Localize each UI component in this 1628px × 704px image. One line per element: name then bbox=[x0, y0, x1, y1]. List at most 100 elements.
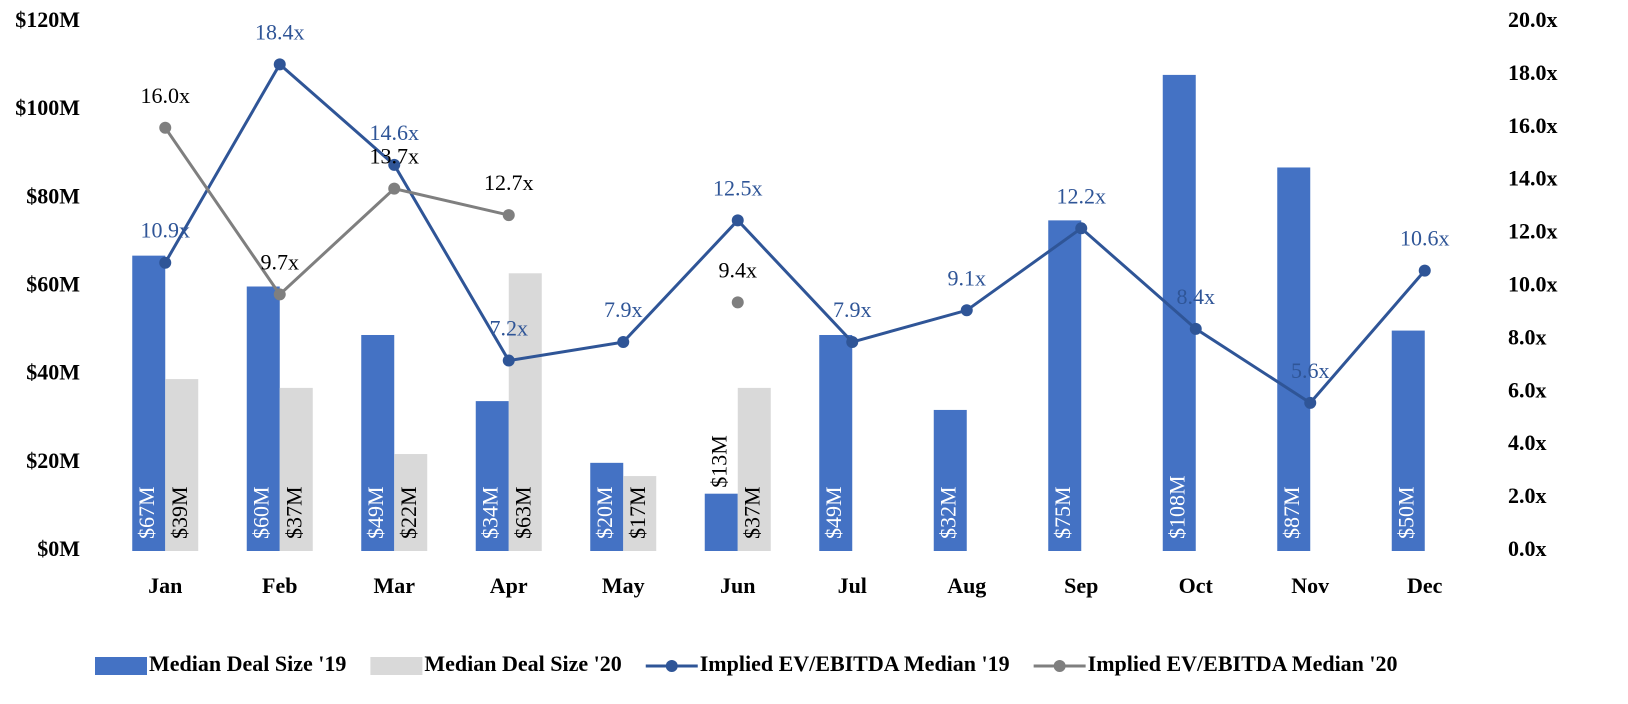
x-tick-label: Jan bbox=[148, 573, 182, 598]
y2-tick-label: 8.0x bbox=[1508, 324, 1547, 349]
y2-tick-label: 18.0x bbox=[1508, 60, 1558, 85]
bar-value-label: $22M bbox=[396, 486, 421, 539]
x-tick-label: Sep bbox=[1064, 573, 1098, 598]
bar-value-label: $63M bbox=[510, 486, 535, 539]
line bbox=[163, 61, 1426, 405]
bar bbox=[132, 255, 166, 551]
y2-tick-label: 16.0x bbox=[1508, 113, 1558, 138]
line-marker bbox=[273, 58, 286, 71]
bar-value-label: $87M bbox=[1279, 486, 1304, 539]
y2-tick-label: 14.0x bbox=[1508, 166, 1558, 191]
line-marker bbox=[1075, 222, 1088, 235]
line-marker bbox=[502, 209, 515, 222]
bar-value-label: $39M bbox=[167, 486, 192, 539]
line-value-label: 14.6x bbox=[370, 120, 420, 145]
bar bbox=[1277, 167, 1311, 551]
line-marker bbox=[846, 336, 859, 349]
line-value-label: 5.6x bbox=[1291, 358, 1330, 383]
line-value-label: 10.6x bbox=[1400, 226, 1450, 251]
y-tick-label: $40M bbox=[26, 360, 80, 385]
line-marker bbox=[731, 214, 744, 227]
x-tick-label: Oct bbox=[1179, 573, 1214, 598]
line-value-label: 7.9x bbox=[833, 297, 872, 322]
bar-value-label: $17M bbox=[625, 486, 650, 539]
y-tick-label: $100M bbox=[15, 95, 80, 120]
bar bbox=[1048, 220, 1082, 551]
bar-value-label: $37M bbox=[281, 486, 306, 539]
bar bbox=[704, 493, 738, 551]
legend-marker bbox=[665, 660, 678, 672]
x-tick-label: Jun bbox=[720, 573, 755, 598]
bar bbox=[737, 387, 771, 551]
line-marker bbox=[159, 256, 172, 269]
bar-value-label: $60M bbox=[248, 486, 273, 539]
y2-tick-label: 6.0x bbox=[1508, 377, 1547, 402]
bar bbox=[246, 286, 280, 551]
legend-swatch bbox=[95, 657, 147, 675]
line-marker bbox=[159, 121, 172, 134]
x-tick-label: Jul bbox=[838, 573, 867, 598]
y-tick-label: $60M bbox=[26, 272, 80, 297]
line bbox=[165, 128, 738, 303]
y-tick-label: $80M bbox=[26, 183, 80, 208]
bar bbox=[279, 387, 313, 551]
line-value-label: 10.9x bbox=[141, 218, 191, 243]
legend-label: Median Deal Size '20 bbox=[424, 651, 621, 676]
x-tick-label: Mar bbox=[373, 573, 415, 598]
line-marker bbox=[1304, 396, 1317, 409]
bar-value-label: $20M bbox=[592, 486, 617, 539]
legend-swatch bbox=[370, 657, 423, 675]
bar bbox=[508, 273, 542, 551]
line-value-label: 18.4x bbox=[255, 19, 305, 44]
line-value-label: 16.0x bbox=[141, 83, 191, 108]
line-value-label: 8.4x bbox=[1177, 284, 1216, 309]
legend-marker bbox=[1053, 660, 1066, 672]
y-tick-label: $120M bbox=[15, 7, 80, 32]
bar-value-label: $37M bbox=[739, 486, 764, 539]
y-tick-label: $20M bbox=[26, 448, 80, 473]
bar-value-label: $50M bbox=[1393, 486, 1418, 539]
x-tick-label: Aug bbox=[947, 573, 986, 598]
line-marker bbox=[502, 354, 515, 367]
y-tick-label: $0M bbox=[37, 536, 80, 561]
bar-value-label: $13M bbox=[706, 435, 731, 488]
y2-tick-label: 4.0x bbox=[1508, 430, 1547, 455]
bar-value-label: $32M bbox=[935, 486, 960, 539]
bar bbox=[475, 401, 509, 551]
line-marker bbox=[273, 288, 286, 301]
x-tick-label: Nov bbox=[1291, 573, 1329, 598]
bar bbox=[590, 462, 624, 551]
legend-label: Median Deal Size '19 bbox=[149, 651, 346, 676]
x-tick-label: Dec bbox=[1407, 573, 1443, 598]
bar bbox=[361, 334, 395, 551]
line-marker bbox=[960, 304, 973, 317]
bar bbox=[1391, 330, 1425, 551]
line-value-label: 12.5x bbox=[713, 175, 763, 200]
line-value-label: 9.7x bbox=[261, 249, 300, 274]
bar-value-label: $49M bbox=[363, 486, 388, 539]
line-marker bbox=[731, 296, 744, 309]
line-marker bbox=[388, 182, 401, 195]
x-tick-label: Feb bbox=[262, 573, 297, 598]
legend-label: Implied EV/EBITDA Median '20 bbox=[1088, 651, 1398, 676]
x-tick-label: Apr bbox=[490, 573, 528, 598]
y2-tick-label: 10.0x bbox=[1508, 272, 1558, 297]
y2-tick-label: 2.0x bbox=[1508, 483, 1547, 508]
bar-value-label: $67M bbox=[134, 486, 159, 539]
x-tick-label: May bbox=[602, 573, 645, 598]
bar-value-label: $75M bbox=[1050, 486, 1075, 539]
line-value-label: 7.9x bbox=[604, 297, 643, 322]
bar bbox=[394, 454, 428, 551]
y2-tick-label: 0.0x bbox=[1508, 536, 1547, 561]
bar bbox=[623, 476, 657, 551]
bar-value-label: $34M bbox=[477, 486, 502, 539]
line-value-label: 12.7x bbox=[484, 170, 534, 195]
line-value-label: 13.7x bbox=[370, 144, 420, 169]
line-marker bbox=[1189, 322, 1202, 335]
line-value-label: 7.2x bbox=[490, 316, 529, 341]
line-marker bbox=[1418, 264, 1431, 277]
line-marker bbox=[388, 158, 401, 171]
bar-value-label: $108M bbox=[1164, 475, 1189, 539]
